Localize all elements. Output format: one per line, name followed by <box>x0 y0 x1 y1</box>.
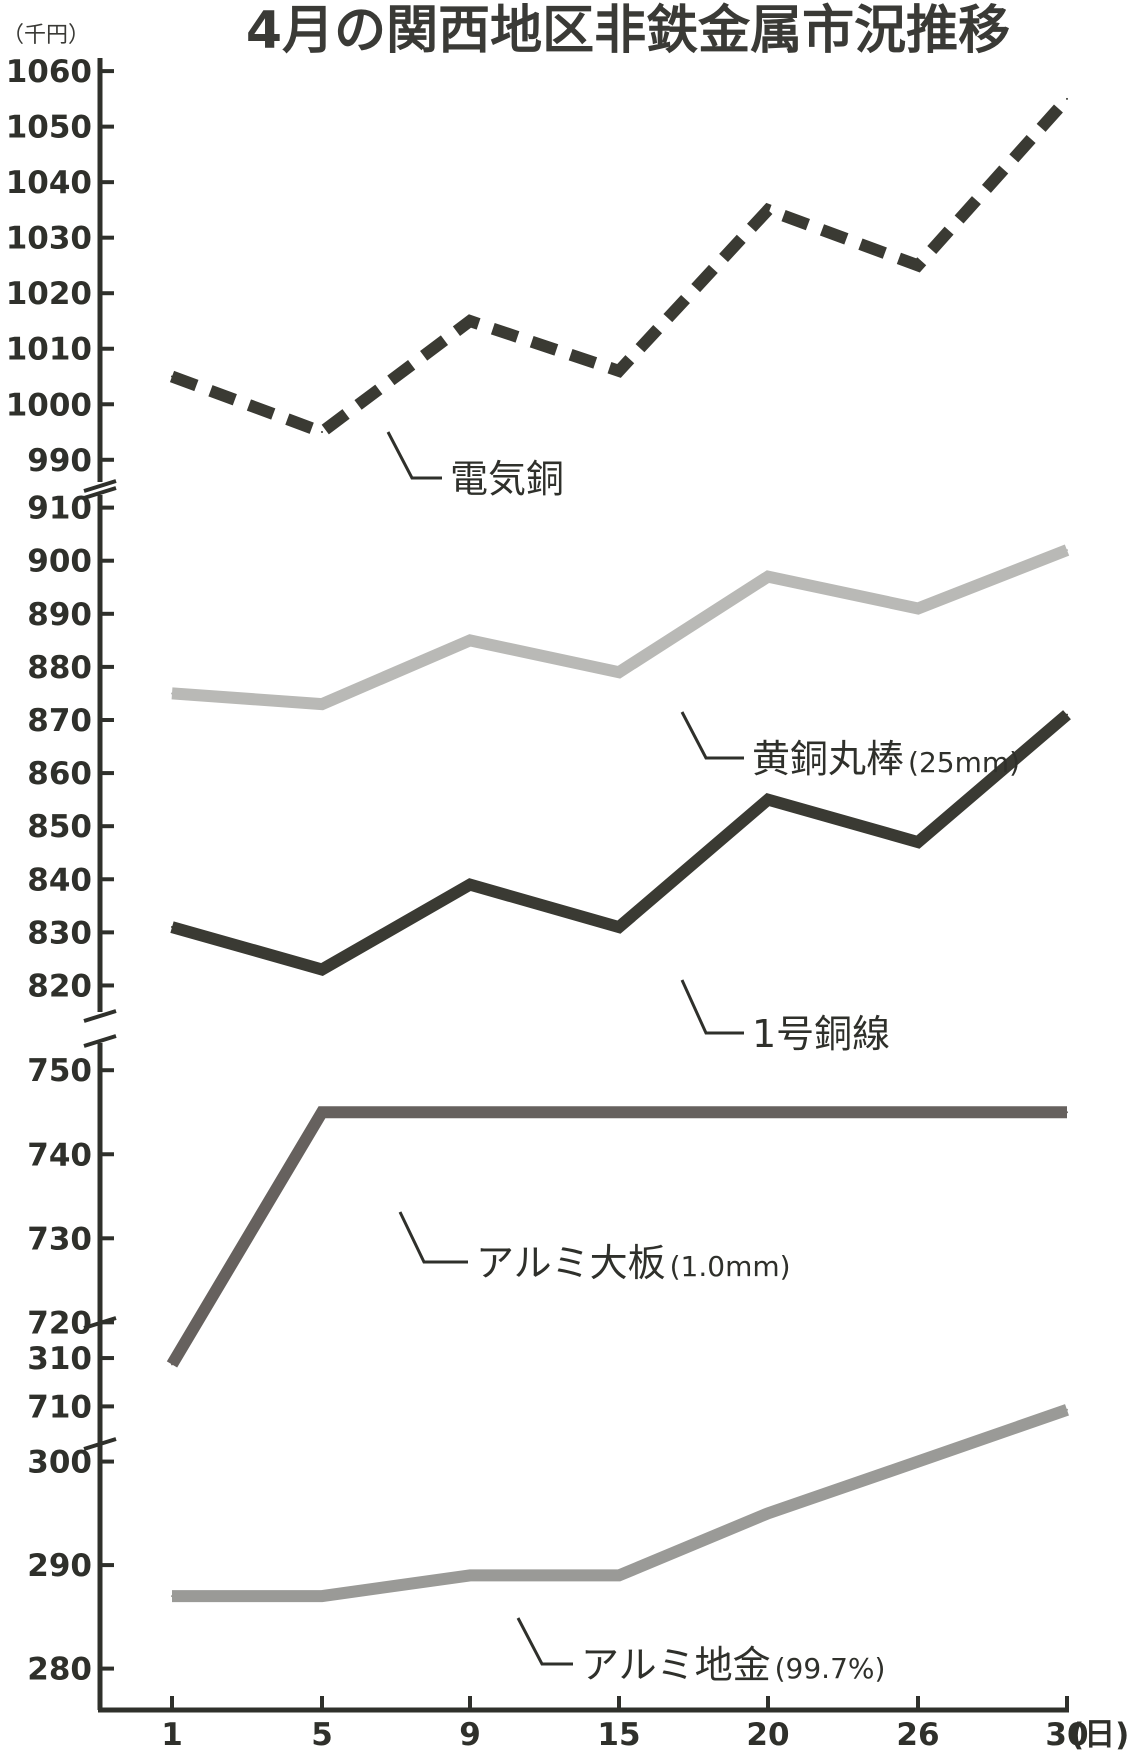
y-tick-label: 750 <box>27 1053 92 1089</box>
series-line <box>172 1404 1069 1603</box>
y-tick-label: 820 <box>27 968 92 1004</box>
y-tick-label: 910 <box>27 491 92 527</box>
y-tick-label: 310 <box>27 1341 92 1377</box>
y-tick-label: 740 <box>27 1137 92 1173</box>
label-leader <box>386 431 442 480</box>
y-tick-label: 280 <box>27 1652 92 1688</box>
series-label: 1号銅線 <box>752 1012 890 1056</box>
data-point <box>321 703 323 706</box>
series-layer <box>166 94 1072 1603</box>
label-leader <box>680 979 744 1035</box>
data-point <box>917 607 919 610</box>
data-point <box>469 1574 471 1577</box>
series-label: アルミ大板 (1.0mm) <box>476 1241 791 1285</box>
data-point <box>321 1595 323 1598</box>
data-point <box>767 1111 769 1114</box>
data-point <box>618 1111 620 1114</box>
y-tick-label: 300 <box>27 1445 92 1481</box>
x-tick-label: 15 <box>597 1717 640 1752</box>
series-label: 黄銅丸棒 (25mm) <box>752 737 1020 781</box>
y-tick-label: 730 <box>27 1221 92 1257</box>
data-point <box>767 798 769 801</box>
x-tick-label: 9 <box>459 1717 481 1752</box>
data-point <box>469 319 471 322</box>
data-point <box>767 208 769 211</box>
y-unit-label: （千円） <box>2 23 90 48</box>
y-tick-label: 830 <box>27 915 92 951</box>
data-point <box>1066 1111 1068 1114</box>
axis-break-mark <box>83 1034 117 1048</box>
y-tick-label: 870 <box>27 703 92 739</box>
y-tick-label: 860 <box>27 756 92 792</box>
series-label: アルミ地金 (99.7%) <box>581 1643 885 1687</box>
data-point <box>171 692 173 695</box>
data-point <box>171 375 173 378</box>
data-point <box>321 1111 323 1114</box>
data-point <box>1066 549 1068 552</box>
data-point <box>618 1574 620 1577</box>
axes: 1 5 9 15 20 26 3099010001010102010301040105010… <box>6 54 1089 1752</box>
data-point <box>917 264 919 267</box>
data-point <box>469 883 471 886</box>
x-tick-label: 30 <box>1045 1717 1088 1752</box>
series-line <box>169 94 1072 439</box>
label-leader <box>398 1211 468 1264</box>
y-tick-label: 1050 <box>6 110 92 146</box>
y-tick-label: 990 <box>27 443 92 479</box>
label-leader <box>516 1617 573 1666</box>
axis-break-mark <box>83 479 117 493</box>
data-point <box>469 1111 471 1114</box>
x-tick-label: 20 <box>746 1717 789 1752</box>
y-tick-label: 710 <box>27 1389 92 1425</box>
series-line <box>171 544 1070 711</box>
y-tick-label: 1000 <box>6 387 92 423</box>
data-point <box>1066 1408 1068 1411</box>
y-tick-label: 850 <box>27 809 92 845</box>
data-point <box>1066 713 1068 716</box>
data-point <box>171 926 173 929</box>
x-unit-label: (日) <box>1070 1717 1129 1752</box>
data-point <box>917 1111 919 1114</box>
y-tick-label: 1030 <box>6 221 92 257</box>
data-point <box>767 575 769 578</box>
x-tick-label: 5 <box>311 1717 333 1752</box>
y-tick-label: 290 <box>27 1548 92 1584</box>
data-point <box>767 1512 769 1515</box>
y-tick-label: 890 <box>27 597 92 633</box>
series-line <box>166 1106 1067 1368</box>
series-label: 電気銅 <box>450 457 564 501</box>
data-point <box>618 671 620 674</box>
x-tick-label: 1 <box>161 1717 183 1752</box>
data-point <box>618 926 620 929</box>
axis-break-mark <box>83 486 117 500</box>
y-tick-label: 900 <box>27 544 92 580</box>
y-tick-label: 1010 <box>6 332 92 368</box>
axis-break-mark <box>83 1009 117 1023</box>
data-point <box>618 369 620 372</box>
y-tick-label: 720 <box>27 1305 92 1341</box>
axis-break-mark <box>83 1437 117 1451</box>
label-leader <box>680 711 744 760</box>
y-tick-label: 1040 <box>6 165 92 201</box>
x-tick-label: 26 <box>896 1717 939 1752</box>
y-tick-label: 880 <box>27 650 92 686</box>
data-point <box>171 1595 173 1598</box>
data-point <box>917 841 919 844</box>
data-point <box>917 1460 919 1463</box>
y-tick-label: 1060 <box>6 54 92 90</box>
data-point <box>469 639 471 642</box>
data-point <box>321 431 323 434</box>
chart-title: 4月の関西地区非鉄金属市況推移 <box>246 1 1010 61</box>
data-point <box>171 1363 173 1366</box>
y-tick-label: 1020 <box>6 276 92 312</box>
y-tick-label: 840 <box>27 862 92 898</box>
data-point <box>321 968 323 971</box>
data-point <box>1066 97 1068 100</box>
